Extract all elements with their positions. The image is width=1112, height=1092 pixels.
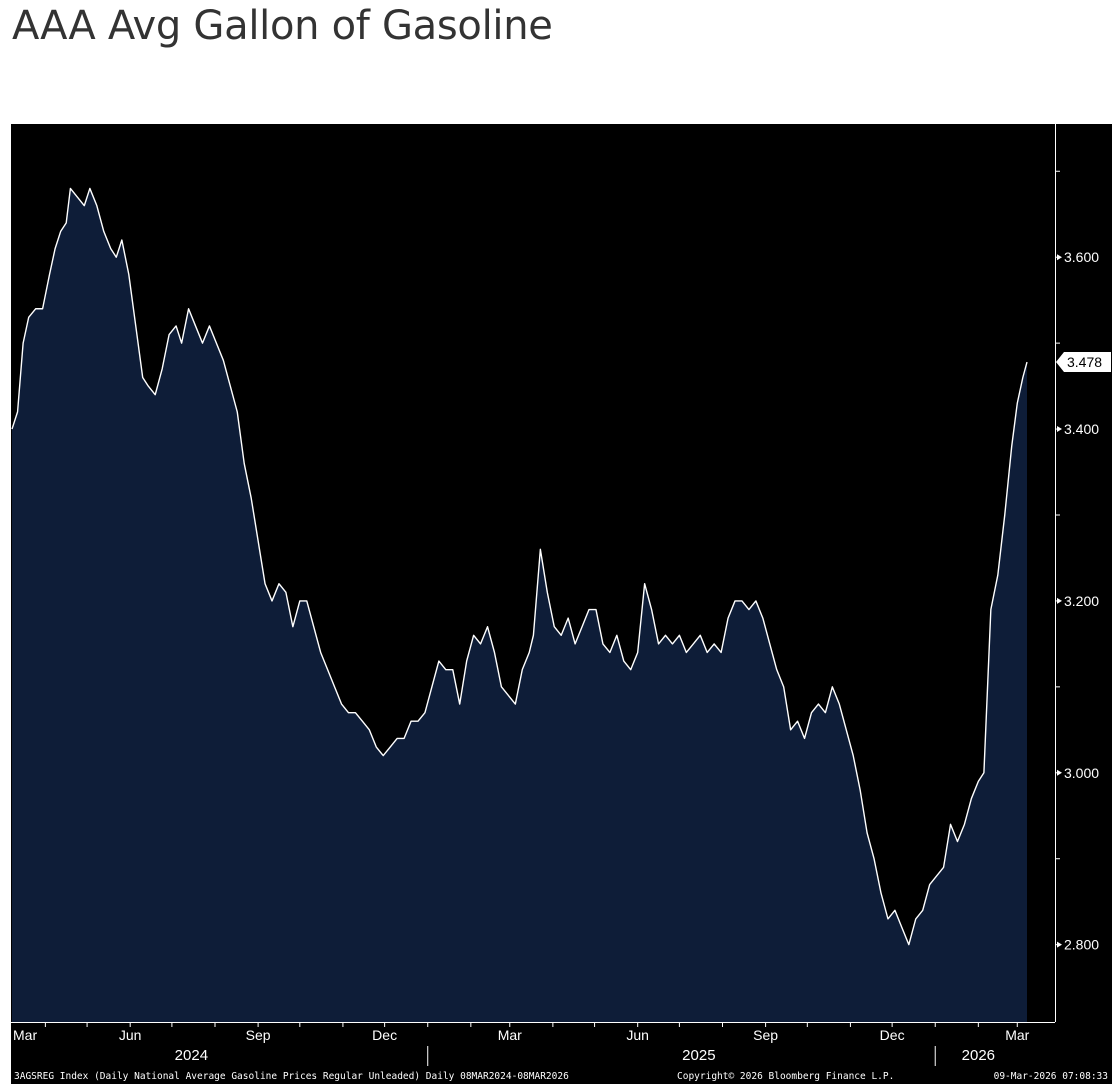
x-tick-label: Jun bbox=[119, 1027, 142, 1043]
year-label: 2025 bbox=[682, 1047, 715, 1064]
footer-copyright: Copyright© 2026 Bloomberg Finance L.P. bbox=[677, 1071, 894, 1082]
footer-source: 3AGSREG Index (Daily National Average Ga… bbox=[14, 1071, 569, 1082]
x-axis: Mar Jun Sep Dec Mar Jun Sep Dec Mar 2024 2025 2026 bbox=[11, 1022, 1055, 1066]
price-line bbox=[11, 187, 1028, 946]
x-tick-label: Sep bbox=[753, 1027, 778, 1043]
year-label: 2024 bbox=[175, 1047, 208, 1064]
y-tick-marker bbox=[1057, 941, 1062, 948]
last-value-label: 3.478 bbox=[1067, 354, 1102, 370]
y-tick-label: 3.400 bbox=[1064, 421, 1099, 437]
y-tick-label: 3.000 bbox=[1064, 765, 1099, 781]
y-tick-marker bbox=[1057, 769, 1062, 776]
footer-timestamp: 09-Mar-2026 07:08:33 bbox=[994, 1071, 1108, 1082]
last-value-tag bbox=[1056, 352, 1111, 373]
x-tick-label: Mar bbox=[498, 1027, 522, 1043]
price-area bbox=[12, 188, 1027, 1022]
chart-footer: 3AGSREG Index (Daily National Average Ga… bbox=[14, 1071, 1108, 1082]
y-tick-marker bbox=[1057, 597, 1062, 604]
x-tick-label: Dec bbox=[880, 1027, 905, 1043]
x-tick-label: Sep bbox=[246, 1027, 271, 1043]
x-tick-label: Mar bbox=[13, 1027, 37, 1043]
y-tick-label: 3.600 bbox=[1064, 249, 1099, 265]
x-tick-label: Mar bbox=[1005, 1027, 1029, 1043]
plot-area bbox=[11, 187, 1028, 1022]
y-tick-marker bbox=[1057, 426, 1062, 433]
y-tick-marker bbox=[1057, 254, 1062, 261]
y-tick-label: 3.200 bbox=[1064, 593, 1099, 609]
x-tick-label: Dec bbox=[372, 1027, 397, 1043]
y-axis: 2.800 3.000 3.200 3.400 3.600 3.478 bbox=[1055, 124, 1111, 1022]
year-label: 2026 bbox=[962, 1047, 995, 1064]
y-tick-label: 2.800 bbox=[1064, 937, 1099, 953]
page-title: AAA Avg Gallon of Gasoline bbox=[12, 3, 553, 49]
x-tick-label: Jun bbox=[626, 1027, 649, 1043]
gasoline-price-chart: 2.800 3.000 3.200 3.400 3.600 3.478 Mar Jun Sep… bbox=[11, 124, 1112, 1084]
chart-container: 2.800 3.000 3.200 3.400 3.600 3.478 Mar Jun Sep… bbox=[11, 124, 1112, 1084]
